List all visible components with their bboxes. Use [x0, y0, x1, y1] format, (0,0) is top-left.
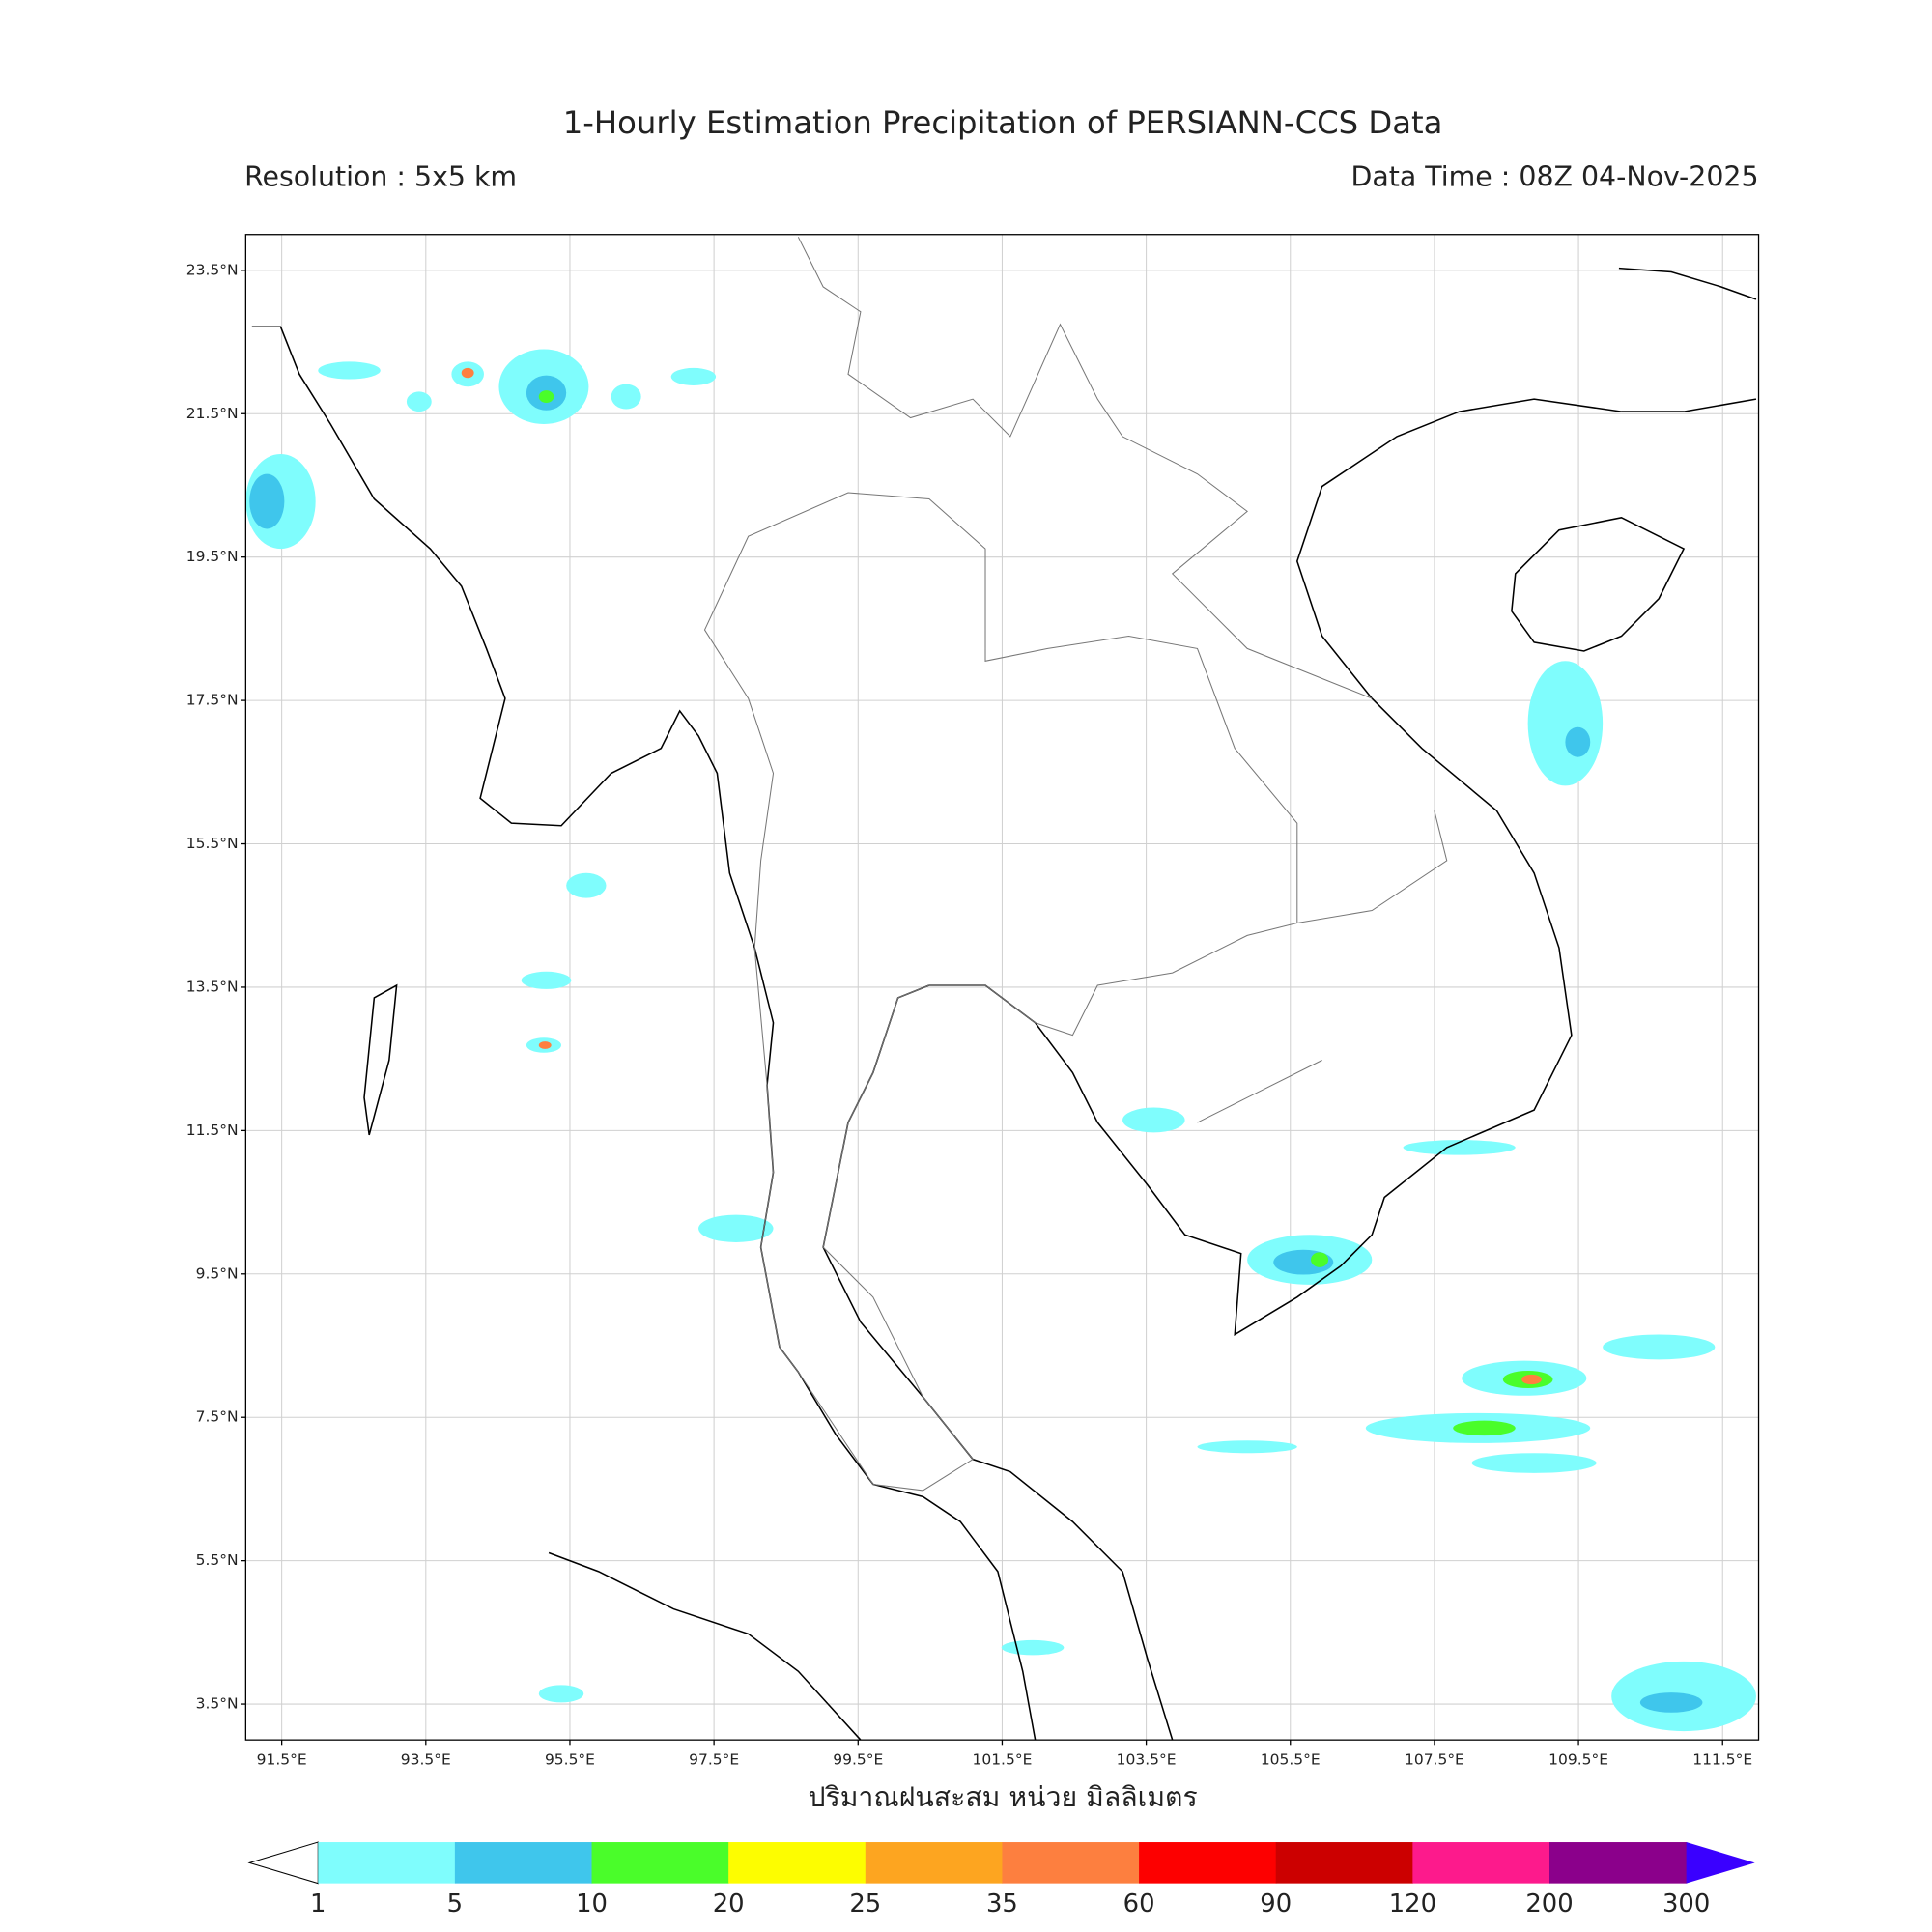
colorbar-label: 60 — [1123, 1889, 1155, 1918]
colorbar-segment — [591, 1842, 729, 1884]
coastline — [822, 984, 1174, 1741]
rain-cell — [1603, 1334, 1716, 1360]
x-tick-label: 93.5°E — [401, 1750, 451, 1768]
rain-cell — [406, 391, 432, 412]
rain-cell — [1311, 1252, 1329, 1267]
borders — [703, 237, 1448, 1492]
x-tick-label: 95.5°E — [545, 1750, 595, 1768]
rain-cell — [611, 384, 641, 410]
colorbar-under — [247, 1841, 319, 1885]
rain-cell — [1197, 1440, 1297, 1454]
colorbar-label: 1 — [310, 1889, 326, 1918]
rain-cell — [538, 390, 554, 404]
rain-cell — [566, 872, 607, 898]
rain-cell — [1471, 1453, 1597, 1473]
colorbar-label: 200 — [1525, 1889, 1573, 1918]
y-tick-label: 13.5°N — [186, 978, 239, 995]
y-tick-label: 11.5°N — [186, 1122, 239, 1139]
colorbar-segment — [454, 1842, 593, 1884]
rain-cell — [1639, 1692, 1703, 1713]
rain-cell — [1565, 726, 1591, 757]
x-axis-label: ปริมาณฝนสะสม หน่วย มิลลิเมตร — [808, 1781, 1197, 1813]
colorbar-label: 35 — [986, 1889, 1018, 1918]
y-tick-label: 9.5°N — [196, 1264, 239, 1282]
y-tick-label: 3.5°N — [196, 1695, 239, 1713]
coastline — [251, 326, 1037, 1741]
colorbar-segment — [728, 1842, 867, 1884]
y-tick-label: 5.5°N — [196, 1551, 239, 1569]
thailand-border — [703, 492, 1298, 1492]
colorbar-over — [1686, 1842, 1755, 1884]
x-tick-label: 109.5°E — [1548, 1750, 1608, 1768]
y-tick-label: 21.5°N — [186, 405, 239, 422]
country-border — [797, 237, 1373, 699]
x-tick-label: 107.5°E — [1405, 1750, 1464, 1768]
country-border — [1197, 810, 1448, 1123]
colorbar-label: 20 — [713, 1889, 745, 1918]
coastline — [548, 1551, 862, 1741]
colorbar-label: 300 — [1662, 1889, 1710, 1918]
colorbar-label: 5 — [447, 1889, 463, 1918]
rain-cell — [1521, 1374, 1542, 1385]
colorbar-segment — [1139, 1842, 1277, 1884]
resolution: Resolution : 5x5 km — [244, 161, 517, 193]
rain-cell — [461, 367, 474, 379]
colorbar-label: 120 — [1389, 1889, 1436, 1918]
y-tick-label: 23.5°N — [186, 261, 239, 278]
rain-cell — [1453, 1420, 1516, 1436]
rain-cell — [1122, 1107, 1185, 1133]
y-tick-label: 19.5°N — [186, 548, 239, 565]
colorbar-segment — [1002, 1842, 1140, 1884]
rain-cell — [1527, 661, 1604, 786]
coastline — [1511, 517, 1686, 652]
data-time: Data Time : 08Z 04-Nov-2025 — [1350, 161, 1758, 193]
x-tick-label: 111.5°E — [1692, 1750, 1752, 1768]
x-tick-label: 97.5°E — [689, 1750, 739, 1768]
rain-cell — [1403, 1140, 1516, 1155]
colorbar-label: 10 — [576, 1889, 608, 1918]
title: 1-Hourly Estimation Precipitation of PER… — [563, 104, 1443, 141]
x-tick-label: 101.5°E — [973, 1750, 1033, 1768]
coastlines — [251, 267, 1757, 1741]
x-tick-label: 99.5°E — [833, 1750, 883, 1768]
rain-field — [245, 349, 1756, 1732]
x-tick-label: 103.5°E — [1117, 1750, 1177, 1768]
rain-cell — [521, 971, 572, 989]
x-tick-label: 105.5°E — [1261, 1750, 1321, 1768]
rain-cell — [670, 367, 717, 385]
rain-cell — [1001, 1639, 1065, 1656]
colorbar-label: 90 — [1260, 1889, 1292, 1918]
rain-cell — [249, 473, 285, 529]
grid — [245, 234, 1759, 1741]
rain-cell — [538, 1685, 584, 1703]
y-tick-label: 15.5°N — [186, 835, 239, 852]
colorbar: 1 5 10 20 25 35 60 90 120 200 300 — [247, 1841, 1755, 1918]
colorbar-segment — [865, 1842, 1004, 1884]
coastline — [363, 983, 398, 1136]
colorbar-label: 25 — [849, 1889, 881, 1918]
y-tick-label: 7.5°N — [196, 1408, 239, 1426]
coastline — [928, 398, 1757, 1336]
colorbar-segment — [318, 1842, 456, 1884]
colorbar-segment — [1275, 1842, 1414, 1884]
rain-cell — [318, 361, 381, 380]
rain-cell — [698, 1214, 774, 1242]
coastline — [1618, 267, 1757, 300]
y-tick-label: 17.5°N — [186, 692, 239, 709]
x-tick-label: 91.5°E — [257, 1750, 307, 1768]
colorbar-segment — [1549, 1842, 1688, 1884]
rain-cell — [538, 1041, 552, 1049]
colorbar-segment — [1412, 1842, 1550, 1884]
